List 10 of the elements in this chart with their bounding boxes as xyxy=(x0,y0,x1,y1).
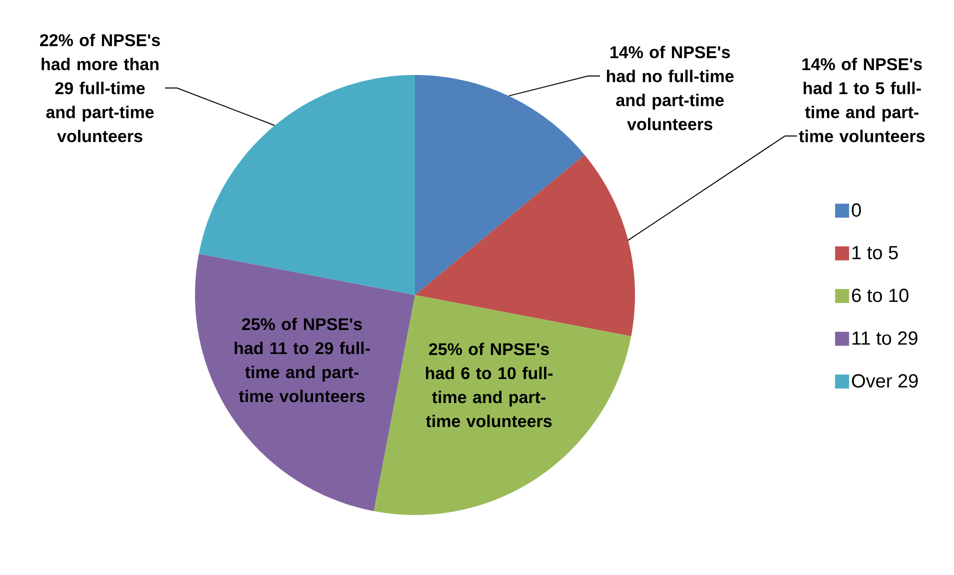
legend-label: 11 to 29 xyxy=(852,331,918,345)
text: 25% of NPSE's had 6 to 10 full-time and part-time volunteers xyxy=(426,342,553,428)
text: 14% of NPSE's had no full-time and part-time volunteers xyxy=(606,46,734,130)
legend-label: Over 29 xyxy=(852,374,918,388)
text: 22% of NPSE's had more than 29 full-time and part-time volunteers xyxy=(40,34,160,142)
legend-label: 0 xyxy=(852,203,861,217)
legend-label: 1 to 5 xyxy=(852,246,898,260)
text: 14% of NPSE's had 1 to 5 full-time and part-time volunteers xyxy=(798,58,925,142)
text: 25% of NPSE's had 11 to 29 full-time and part-time volunteers xyxy=(234,318,370,402)
legend-label: 6 to 10 xyxy=(852,288,908,302)
